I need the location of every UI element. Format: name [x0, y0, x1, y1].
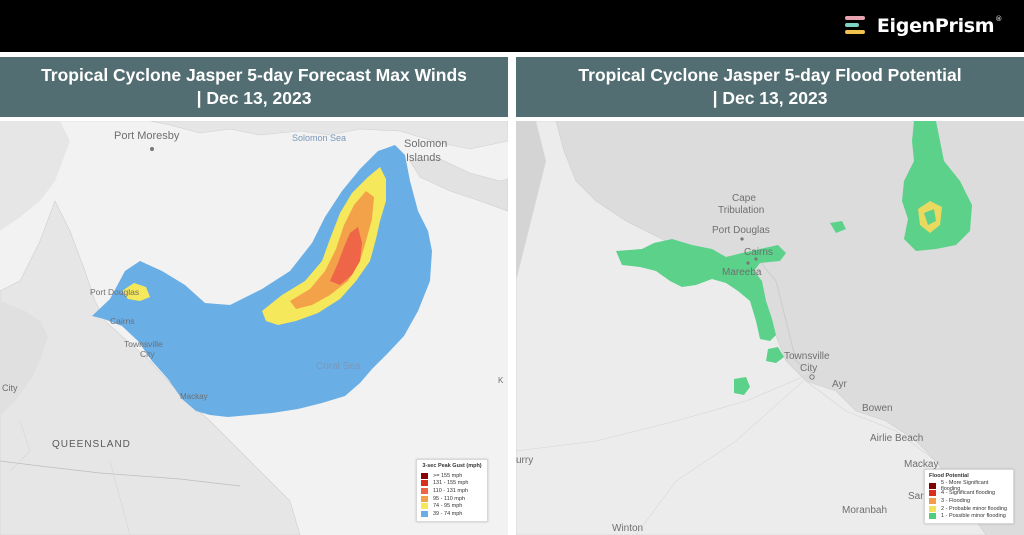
- wind-legend: 3-sec Peak Gust (mph) >= 155 mph 131 - 15…: [416, 459, 488, 522]
- wind-legend-label: 39 - 74 mph: [433, 510, 463, 517]
- flood-title-date: | Dec 13, 2023: [712, 88, 828, 108]
- flood-map-canvas: Cape Tribulation Port Douglas Cairns Mar…: [516, 121, 1024, 535]
- label-townsville: Townsville: [124, 339, 163, 349]
- brand-mark-icon: [844, 16, 871, 36]
- label-city-edge: City: [2, 383, 18, 393]
- wind-legend-swatch: [421, 472, 428, 479]
- wind-legend-label: 74 - 95 mph: [433, 503, 463, 510]
- wind-legend-swatch: [421, 495, 428, 502]
- flood-legend-swatch: [929, 490, 936, 497]
- wind-legend-label: 110 - 131 mph: [433, 487, 469, 494]
- label-port-douglas: Port Douglas: [90, 287, 139, 297]
- label-solomon-islands-2: Islands: [406, 152, 441, 164]
- label-solomon-islands-1: Solomon: [404, 138, 447, 150]
- flood-legend-title: Flood Potential: [929, 473, 969, 479]
- label-moranbah: Moranbah: [842, 505, 887, 516]
- label-townsville-city-r: City: [800, 363, 817, 374]
- label-bowen: Bowen: [862, 403, 893, 414]
- label-sarina: Sar: [908, 491, 924, 502]
- flood-legend: Flood Potential 5 - More Significant flo…: [924, 469, 1014, 524]
- flood-legend-swatch: [929, 482, 936, 489]
- flood-legend-label: 4 - Significant flooding: [941, 490, 996, 497]
- brand-name: EigenPrism®: [876, 15, 1002, 37]
- flood-title-line1: Tropical Cyclone Jasper 5-day Flood Pote…: [578, 65, 962, 85]
- flood-legend-label: 3 - Flooding: [941, 497, 971, 504]
- wind-legend-item: 110 - 131 mph: [421, 487, 483, 495]
- wind-title-date: | Dec 13, 2023: [196, 88, 312, 108]
- label-urry: urry: [516, 455, 533, 466]
- label-queensland: QUEENSLAND: [52, 439, 131, 450]
- flood-legend-swatch: [929, 497, 936, 504]
- label-winton: Winton: [612, 523, 643, 534]
- wind-legend-swatch: [421, 487, 428, 494]
- label-cape: Cape: [732, 193, 756, 204]
- wind-legend-swatch: [421, 480, 428, 487]
- flood-legend-item: 3 - Flooding: [929, 497, 1009, 505]
- wind-panel: Tropical Cyclone Jasper 5-day Forecast M…: [0, 57, 508, 535]
- label-townsville-city: City: [140, 349, 155, 359]
- wind-legend-label: 95 - 110 mph: [433, 495, 466, 502]
- flood-panel-title: Tropical Cyclone Jasper 5-day Flood Pote…: [516, 57, 1024, 117]
- label-townsville-r: Townsville: [784, 351, 830, 362]
- wind-legend-label: >= 155 mph: [433, 472, 463, 479]
- flood-legend-swatch: [929, 505, 936, 512]
- wind-legend-item: 74 - 95 mph: [421, 502, 483, 510]
- flood-panel: Tropical Cyclone Jasper 5-day Flood Pote…: [516, 57, 1024, 535]
- label-ayr: Ayr: [832, 379, 847, 390]
- wind-legend-swatch: [421, 510, 428, 517]
- wind-legend-swatch: [421, 503, 428, 510]
- flood-legend-item: 4 - Significant flooding: [929, 490, 1009, 498]
- flood-legend-label: 2 - Probable minor flooding: [941, 505, 1008, 512]
- label-port-douglas-r: Port Douglas: [712, 225, 770, 236]
- flood-legend-item: 1 - Possible minor flooding: [929, 512, 1009, 520]
- flood-legend-label: 1 - Possible minor flooding: [941, 513, 1006, 520]
- label-mackay: Mackay: [180, 392, 208, 401]
- flood-legend-label: 5 - More Significant flooding: [940, 479, 989, 492]
- label-coral-sea: Coral Sea: [316, 361, 361, 372]
- label-airlie-beach: Airlie Beach: [870, 433, 923, 444]
- wind-legend-item: 39 - 74 mph: [421, 510, 483, 518]
- wind-map[interactable]: Port Moresby Solomon Sea Solomon Islands…: [0, 121, 508, 535]
- brand-logo[interactable]: EigenPrism®: [844, 15, 1002, 37]
- label-mareeba: Mareeba: [722, 267, 762, 278]
- flood-legend-item: 2 - Probable minor flooding: [929, 505, 1009, 513]
- flood-map[interactable]: Cape Tribulation Port Douglas Cairns Mar…: [516, 121, 1024, 535]
- label-port-moresby: Port Moresby: [114, 130, 180, 142]
- label-solomon-sea: Solomon Sea: [292, 133, 346, 143]
- wind-map-canvas: Port Moresby Solomon Sea Solomon Islands…: [0, 121, 508, 535]
- wind-legend-item: >= 155 mph: [421, 472, 483, 480]
- wind-legend-item: 131 - 155 mph: [421, 480, 483, 488]
- wind-legend-label: 131 - 155 mph: [433, 480, 469, 487]
- label-cairns: Cairns: [110, 316, 135, 326]
- flood-legend-item: 5 - More Significant flooding: [929, 479, 1009, 492]
- flood-legend-swatch: [929, 513, 936, 520]
- label-tribulation: Tribulation: [718, 205, 764, 216]
- wind-panel-title: Tropical Cyclone Jasper 5-day Forecast M…: [0, 57, 508, 117]
- header-bar: EigenPrism®: [0, 0, 1024, 52]
- wind-legend-title: 3-sec Peak Gust (mph): [422, 463, 482, 469]
- wind-title-line1: Tropical Cyclone Jasper 5-day Forecast M…: [41, 65, 467, 85]
- wind-legend-item: 95 - 110 mph: [421, 495, 483, 503]
- label-edge-k: K: [498, 376, 504, 385]
- label-cairns-r: Cairns: [744, 247, 773, 258]
- label-mackay-r: Mackay: [904, 459, 938, 470]
